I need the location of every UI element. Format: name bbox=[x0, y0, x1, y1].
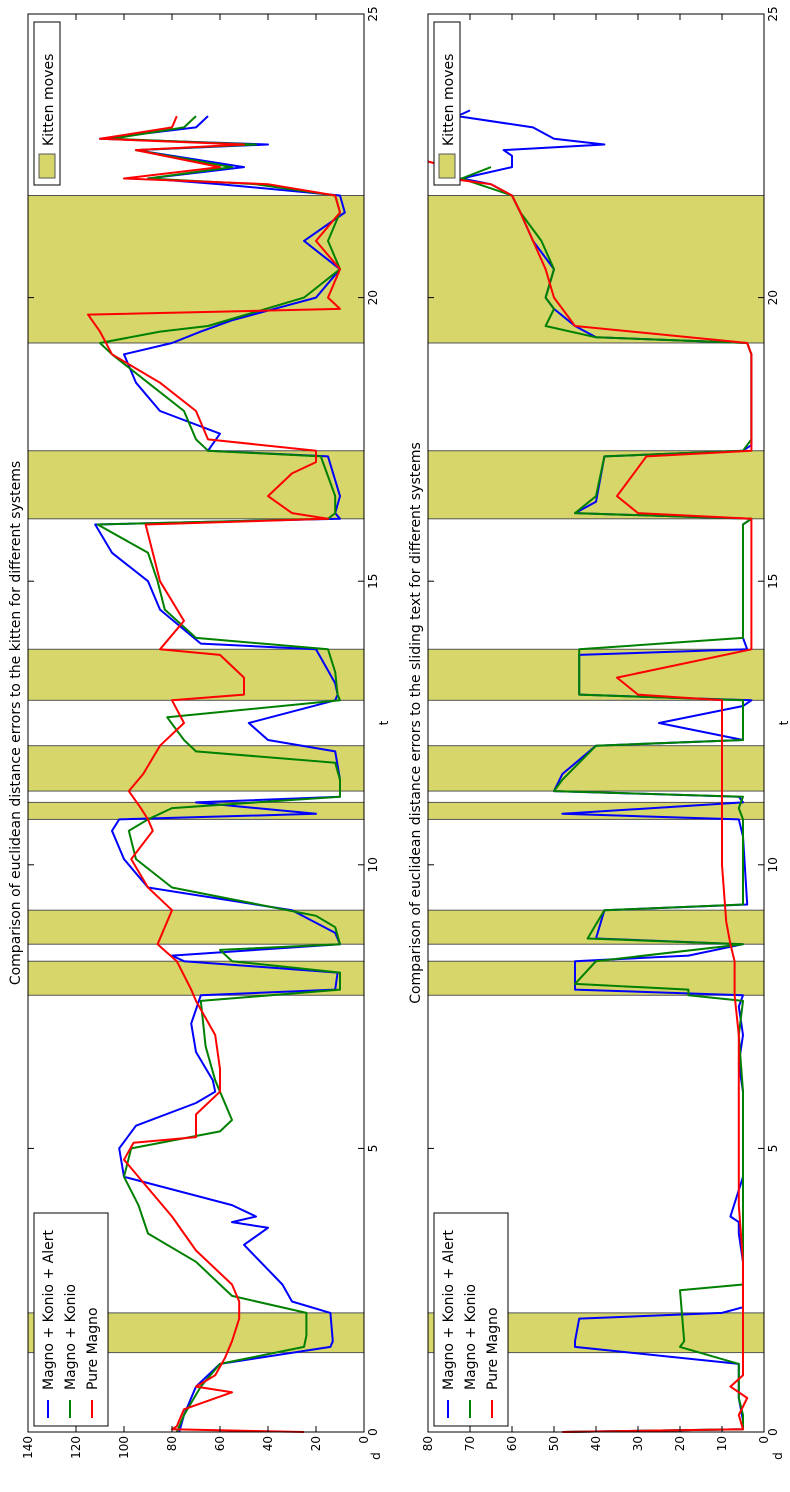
y-tick-label: 40 bbox=[589, 1436, 603, 1451]
x-axis-label: t bbox=[377, 720, 391, 725]
chart-title: Comparison of euclidean distance errors … bbox=[408, 442, 424, 1004]
legend-label-2: Pure Magno bbox=[485, 1307, 501, 1390]
x-tick-label: 0 bbox=[366, 1428, 380, 1436]
y-tick-label: 60 bbox=[213, 1436, 227, 1451]
y-tick-label: 140 bbox=[21, 1436, 35, 1459]
panel-1: 0 5 10 15 20 25 0 20 40 60 80 100 120 140 Comparison… bbox=[8, 6, 391, 1459]
series-line-2 bbox=[427, 160, 753, 1433]
x-tick-label: 20 bbox=[366, 290, 380, 305]
shaded-interval bbox=[427, 745, 765, 792]
shaded-interval bbox=[27, 450, 365, 520]
x-tick-label: 5 bbox=[766, 1145, 780, 1153]
legend-label-0: Magno + Konio + Alert bbox=[441, 1230, 457, 1390]
x-tick-label: 20 bbox=[766, 290, 780, 305]
y-tick-label: 10 bbox=[715, 1436, 729, 1451]
shaded-interval bbox=[27, 909, 365, 945]
x-tick-label: 5 bbox=[366, 1145, 380, 1153]
y-tick-label: 20 bbox=[309, 1436, 323, 1451]
shade-legend-label: Kitten moves bbox=[41, 54, 57, 146]
y-axis-label: d bbox=[369, 1452, 383, 1460]
legend-label-2: Pure Magno bbox=[85, 1307, 101, 1390]
x-ticks: 0 5 10 15 20 25 bbox=[28, 6, 380, 1436]
y-ticks: 0 20 40 60 80 100 120 140 bbox=[21, 14, 371, 1459]
y-tick-label: 20 bbox=[673, 1436, 687, 1451]
y-tick-label: 30 bbox=[631, 1436, 645, 1451]
x-tick-label: 15 bbox=[766, 574, 780, 589]
y-axis-label: d bbox=[771, 1452, 785, 1460]
shade-legend-label: Kitten moves bbox=[441, 54, 457, 146]
x-tick-label: 10 bbox=[766, 857, 780, 872]
shaded-interval bbox=[27, 648, 365, 701]
shaded-interval bbox=[427, 450, 765, 520]
shaded-interval bbox=[427, 195, 765, 344]
y-tick-label: 80 bbox=[165, 1436, 179, 1451]
panel-2: 0 5 10 15 20 25 0 10 20 30 40 50 60 70 80 Comparison … bbox=[408, 6, 790, 1459]
x-tick-label: 15 bbox=[366, 574, 380, 589]
x-tick-label: 10 bbox=[366, 857, 380, 872]
series-line-2 bbox=[87, 115, 341, 1433]
legend-label-1: Magno + Konio bbox=[63, 1284, 79, 1390]
shaded-interval bbox=[27, 745, 365, 792]
shaded-interval bbox=[27, 960, 365, 996]
shade-legend: Kitten moves bbox=[433, 21, 461, 186]
series-lines bbox=[427, 109, 753, 1433]
shaded-interval bbox=[27, 195, 365, 344]
series-line-1 bbox=[96, 115, 341, 1433]
y-tick-label: 50 bbox=[547, 1436, 561, 1451]
x-ticks: 0 5 10 15 20 25 bbox=[428, 6, 780, 1436]
x-tick-label: 25 bbox=[366, 6, 380, 21]
plot-frame bbox=[27, 13, 365, 1433]
legend-label-0: Magno + Konio + Alert bbox=[41, 1230, 57, 1390]
series-lines bbox=[87, 115, 346, 1433]
y-tick-label: 0 bbox=[757, 1436, 771, 1444]
legend-box bbox=[33, 1212, 109, 1427]
y-tick-label: 60 bbox=[505, 1436, 519, 1451]
x-tick-label: 25 bbox=[766, 6, 780, 21]
y-tick-label: 70 bbox=[463, 1436, 477, 1451]
shade-legend: Kitten moves bbox=[33, 21, 61, 186]
chart-title: Comparison of euclidean distance errors … bbox=[8, 461, 24, 985]
y-tick-label: 40 bbox=[261, 1436, 275, 1451]
legend: Magno + Konio + Alert Magno + Konio Pure… bbox=[433, 1212, 509, 1427]
shaded-intervals bbox=[427, 195, 765, 1354]
y-tick-label: 120 bbox=[69, 1436, 83, 1459]
legend-label-1: Magno + Konio bbox=[463, 1284, 479, 1390]
legend: Magno + Konio + Alert Magno + Konio Pure… bbox=[33, 1212, 109, 1427]
y-tick-label: 0 bbox=[357, 1436, 371, 1444]
shade-legend-swatch bbox=[38, 153, 56, 179]
shaded-intervals bbox=[27, 195, 365, 1354]
x-axis-label: t bbox=[777, 720, 790, 725]
y-ticks: 0 10 20 30 40 50 60 70 80 bbox=[421, 14, 771, 1451]
shade-legend-swatch bbox=[438, 153, 456, 179]
legend-box bbox=[433, 1212, 509, 1427]
x-tick-label: 0 bbox=[766, 1428, 780, 1436]
y-tick-label: 80 bbox=[421, 1436, 435, 1451]
y-tick-label: 100 bbox=[117, 1436, 131, 1459]
